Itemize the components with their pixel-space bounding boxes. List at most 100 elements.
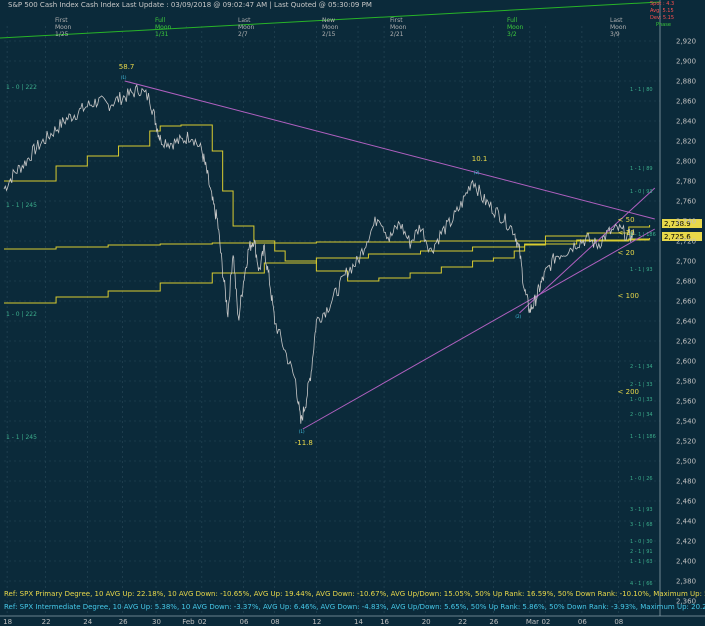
y-tick-label: 2,720: [676, 238, 696, 246]
wave-marker: (2): [515, 314, 521, 319]
x-tick-label: 22: [458, 618, 467, 626]
annotation-label: < 100: [618, 292, 639, 300]
avg-readout: Avg: 5.15: [650, 8, 674, 14]
moon-phase-phase: Full: [507, 17, 518, 24]
trendline-rising: [519, 187, 656, 314]
y-tick-label: 2,520: [676, 438, 696, 446]
moon-phase-phase: First: [55, 17, 68, 24]
y-tick-label: 2,840: [676, 118, 696, 126]
y-tick-label: 2,480: [676, 478, 696, 486]
ratio-level-right: 1 - 0 | 33: [630, 397, 653, 403]
x-tick-label: 08: [271, 618, 280, 626]
y-tick-label: 2,460: [676, 498, 696, 506]
x-tick-label: Feb: [182, 618, 195, 626]
annotation-label: < 10: [618, 229, 635, 237]
cycle-line: [0, 1, 661, 39]
annotation-label: < 50: [618, 216, 635, 224]
y-tick-label: 2,680: [676, 278, 696, 286]
moon-phase: First Moon 2/21: [390, 17, 406, 38]
ratio-level-right: 1 - 0 | 93: [630, 189, 653, 195]
ratio-level-right: 1 - 1 | 186: [630, 434, 656, 440]
moon-phase: First Moon 1/25: [55, 17, 71, 38]
ratio-level-left: 1 - 1 | 245: [6, 434, 37, 441]
ratio-level-right: 1 - 1 | 89: [630, 166, 653, 172]
moon-phase-date: 2/7: [238, 31, 248, 38]
spot-readout: Spot : 4.3: [650, 1, 675, 7]
moon-phase-moon: Moon: [155, 24, 172, 31]
moon-phase-moon: Moon: [322, 24, 339, 31]
trendline-upper: [124, 80, 655, 220]
moon-phase-moon: Moon: [610, 24, 627, 31]
y-tick-label: 2,880: [676, 78, 696, 86]
y-tick-label: 2,920: [676, 38, 696, 46]
ratio-level-right: 4 - 1 | 66: [630, 581, 653, 587]
ratio-level-right: 2 - 1 | 91: [630, 549, 653, 555]
annotation-label: 10.1: [472, 155, 488, 163]
y-tick-label: 2,760: [676, 198, 696, 206]
y-tick-label: 2,400: [676, 558, 696, 566]
moving-averages: [4, 124, 651, 304]
ratio-level-right: 1 - 0 | 26: [630, 476, 653, 482]
x-tick-label: Mar: [526, 618, 539, 626]
ratio-level-right: 2 - 0 | 34: [630, 412, 653, 418]
x-tick-label: 18: [3, 618, 12, 626]
moon-phase-moon: Moon: [390, 24, 407, 31]
wave-marker: (2): [474, 170, 480, 175]
x-tick-label: 22: [42, 618, 51, 626]
x-tick-label: 20: [422, 618, 431, 626]
chart-header: S&P 500 Cash Index Cash Index Last Updat…: [8, 1, 372, 9]
y-tick-label: 2,580: [676, 378, 696, 386]
moon-phase: Full Moon 1/31: [155, 17, 171, 38]
x-tick-label: 02: [541, 618, 550, 626]
y-tick-label: 2,800: [676, 158, 696, 166]
y-tick-label: 2,640: [676, 318, 696, 326]
ratio-level-left: 1 - 0 | 222: [6, 84, 37, 91]
ratio-level-right: 1 - 1 | 80: [630, 87, 653, 93]
price-series: [3, 83, 635, 424]
x-tick-label: 26: [119, 618, 128, 626]
grid-lines: [0, 1, 661, 616]
ratio-level-right: 3 - 1 | 93: [630, 507, 653, 513]
moving-average-ma3: [4, 239, 650, 250]
moon-phase-phase: Full: [155, 17, 166, 24]
y-tick-label: 2,600: [676, 358, 696, 366]
price-label: 2,738.9: [664, 220, 691, 228]
wave-marker: (1): [299, 429, 305, 434]
primary-degree-status: Ref: SPX Primary Degree, 10 AVG Up: 22.1…: [4, 590, 705, 598]
trendline-lower: [302, 228, 656, 430]
annotation-label: 58.7: [119, 63, 135, 71]
y-tick-label: 2,900: [676, 58, 696, 66]
y-tick-label: 2,740: [676, 218, 696, 226]
annotation-label: < 200: [618, 388, 639, 396]
annotation-label: < 20: [618, 249, 635, 257]
ratio-level-right: 1 - 1 | 186: [630, 232, 656, 238]
moon-phase-moon: Moon: [55, 24, 72, 31]
price-line: [3, 83, 635, 424]
x-tick-label: 26: [489, 618, 498, 626]
price-label-box: [662, 219, 702, 228]
y-tick-label: 2,360: [676, 598, 696, 606]
y-tick-label: 2,500: [676, 458, 696, 466]
ratio-level-right: 2 - 1 | 33: [630, 382, 653, 388]
intermediate-degree-status: Ref: SPX Intermediate Degree, 10 AVG Up:…: [4, 603, 705, 611]
trendlines: [124, 80, 656, 430]
moon-phase-date: 3/2: [507, 31, 517, 38]
y-tick-label: 2,620: [676, 338, 696, 346]
y-tick-label: 2,700: [676, 258, 696, 266]
y-tick-label: 2,860: [676, 98, 696, 106]
x-tick-label: 02: [198, 618, 207, 626]
moon-phase-phase: Last: [610, 17, 623, 24]
y-tick-label: 2,780: [676, 178, 696, 186]
ratio-level-right: 1 - 0 | 30: [630, 539, 653, 545]
x-tick-label: 08: [614, 618, 623, 626]
annotations: 58.7 10.1 -11.8 < 50 < 10 < 20 < 100 < 200 (1) (2…: [6, 63, 702, 587]
moon-phase: New Moon 2/15: [322, 17, 338, 38]
y-tick-label: 2,820: [676, 138, 696, 146]
x-tick-label: 24: [83, 618, 92, 626]
moon-phase-moon: Moon: [238, 24, 255, 31]
x-tick-label: 30: [152, 618, 161, 626]
moon-phase-date: 3/9: [610, 31, 620, 38]
